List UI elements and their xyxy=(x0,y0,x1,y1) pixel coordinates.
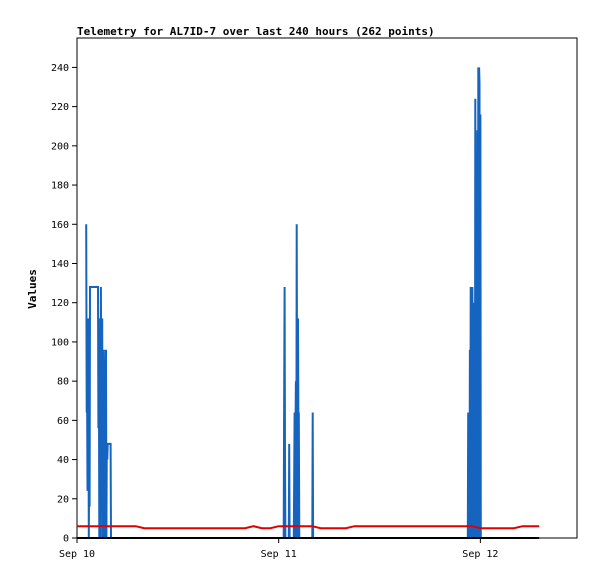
y-tick-label: 80 xyxy=(57,377,69,388)
series-layer xyxy=(77,67,540,539)
series-line-2 xyxy=(77,525,540,530)
series-line-1 xyxy=(85,67,487,539)
y-tick-label: 20 xyxy=(57,494,69,505)
y-tick-label: 40 xyxy=(57,455,69,466)
y-tick-label: 60 xyxy=(57,416,69,427)
y-tick-label: 120 xyxy=(51,298,69,309)
y-axis-label: Values xyxy=(26,269,39,309)
x-tick-label: Sep 11 xyxy=(261,549,297,560)
y-tick-label: 160 xyxy=(51,220,69,231)
x-tick-label: Sep 12 xyxy=(462,549,498,560)
chart-title: Telemetry for AL7ID-7 over last 240 hour… xyxy=(77,25,435,38)
y-tick-label: 180 xyxy=(51,181,69,192)
x-tick-label: Sep 10 xyxy=(59,549,95,560)
y-tick-label: 0 xyxy=(63,534,69,545)
y-tick-label: 140 xyxy=(51,259,69,270)
y-tick-label: 220 xyxy=(51,102,69,113)
x-axis: Sep 10 Sep 11 Sep 12 xyxy=(59,538,498,560)
y-tick-label: 200 xyxy=(51,141,69,152)
y-tick-label: 240 xyxy=(51,63,69,74)
plot-frame xyxy=(76,37,578,539)
y-tick-label: 100 xyxy=(51,337,69,348)
y-axis: 0 20 40 60 80 100 120 140 160 180 200 220 240 xyxy=(51,63,77,545)
